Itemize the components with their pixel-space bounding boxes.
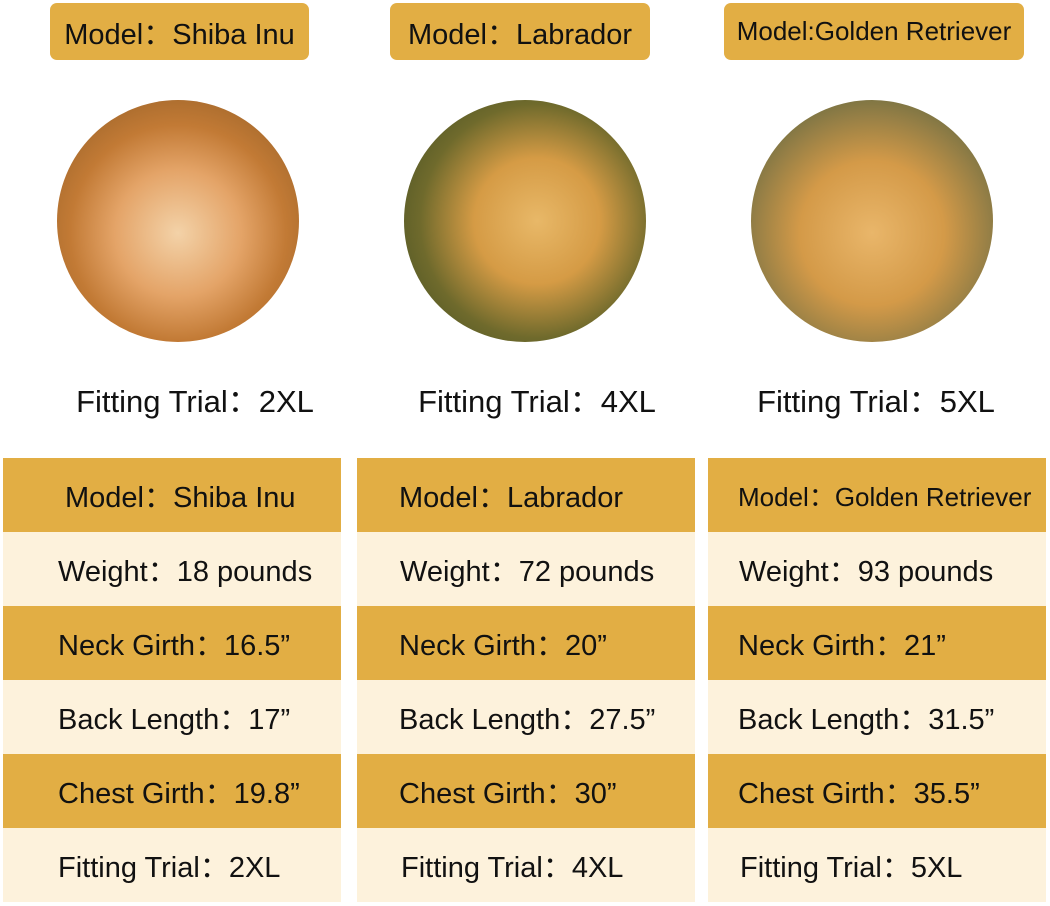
fitting-trial-shiba: Fitting Trial：2XL (76, 384, 314, 419)
table-row: Weight：93 pounds (708, 532, 1046, 606)
table-row: Model：Golden Retriever (708, 458, 1046, 532)
table-row: Fitting Trial：5XL (708, 828, 1046, 902)
table-row: Weight：18 pounds (3, 532, 341, 606)
table-row: Model：Shiba Inu (3, 458, 341, 532)
golden-retriever-photo (751, 100, 993, 342)
labrador-photo (404, 100, 646, 342)
fitting-trial-golden: Fitting Trial：5XL (757, 384, 995, 419)
table-row: Chest Girth：35.5” (708, 754, 1046, 828)
table-row: Back Length：31.5” (708, 680, 1046, 754)
model-tag-labrador: Model：Labrador (390, 3, 650, 60)
table-row: Weight：72 pounds (357, 532, 695, 606)
table-row: Back Length：17” (3, 680, 341, 754)
table-row: Chest Girth：30” (357, 754, 695, 828)
fitting-trial-labrador: Fitting Trial：4XL (418, 384, 656, 419)
table-row: Chest Girth：19.8” (3, 754, 341, 828)
model-tag-golden: Model:Golden Retriever (724, 3, 1024, 60)
table-row: Neck Girth：20” (357, 606, 695, 680)
size-table-labrador: Model：Labrador Weight：72 pounds Neck Gir… (357, 458, 695, 902)
table-row: Neck Girth：16.5” (3, 606, 341, 680)
size-table-shiba: Model：Shiba Inu Weight：18 pounds Neck Gi… (3, 458, 341, 902)
table-row: Fitting Trial：4XL (357, 828, 695, 902)
model-tag-shiba: Model：Shiba Inu (50, 3, 309, 60)
table-row: Neck Girth：21” (708, 606, 1046, 680)
table-row: Model：Labrador (357, 458, 695, 532)
shiba-inu-photo (57, 100, 299, 342)
table-row: Fitting Trial：2XL (3, 828, 341, 902)
size-table-golden: Model：Golden Retriever Weight：93 pounds … (708, 458, 1046, 902)
table-row: Back Length：27.5” (357, 680, 695, 754)
